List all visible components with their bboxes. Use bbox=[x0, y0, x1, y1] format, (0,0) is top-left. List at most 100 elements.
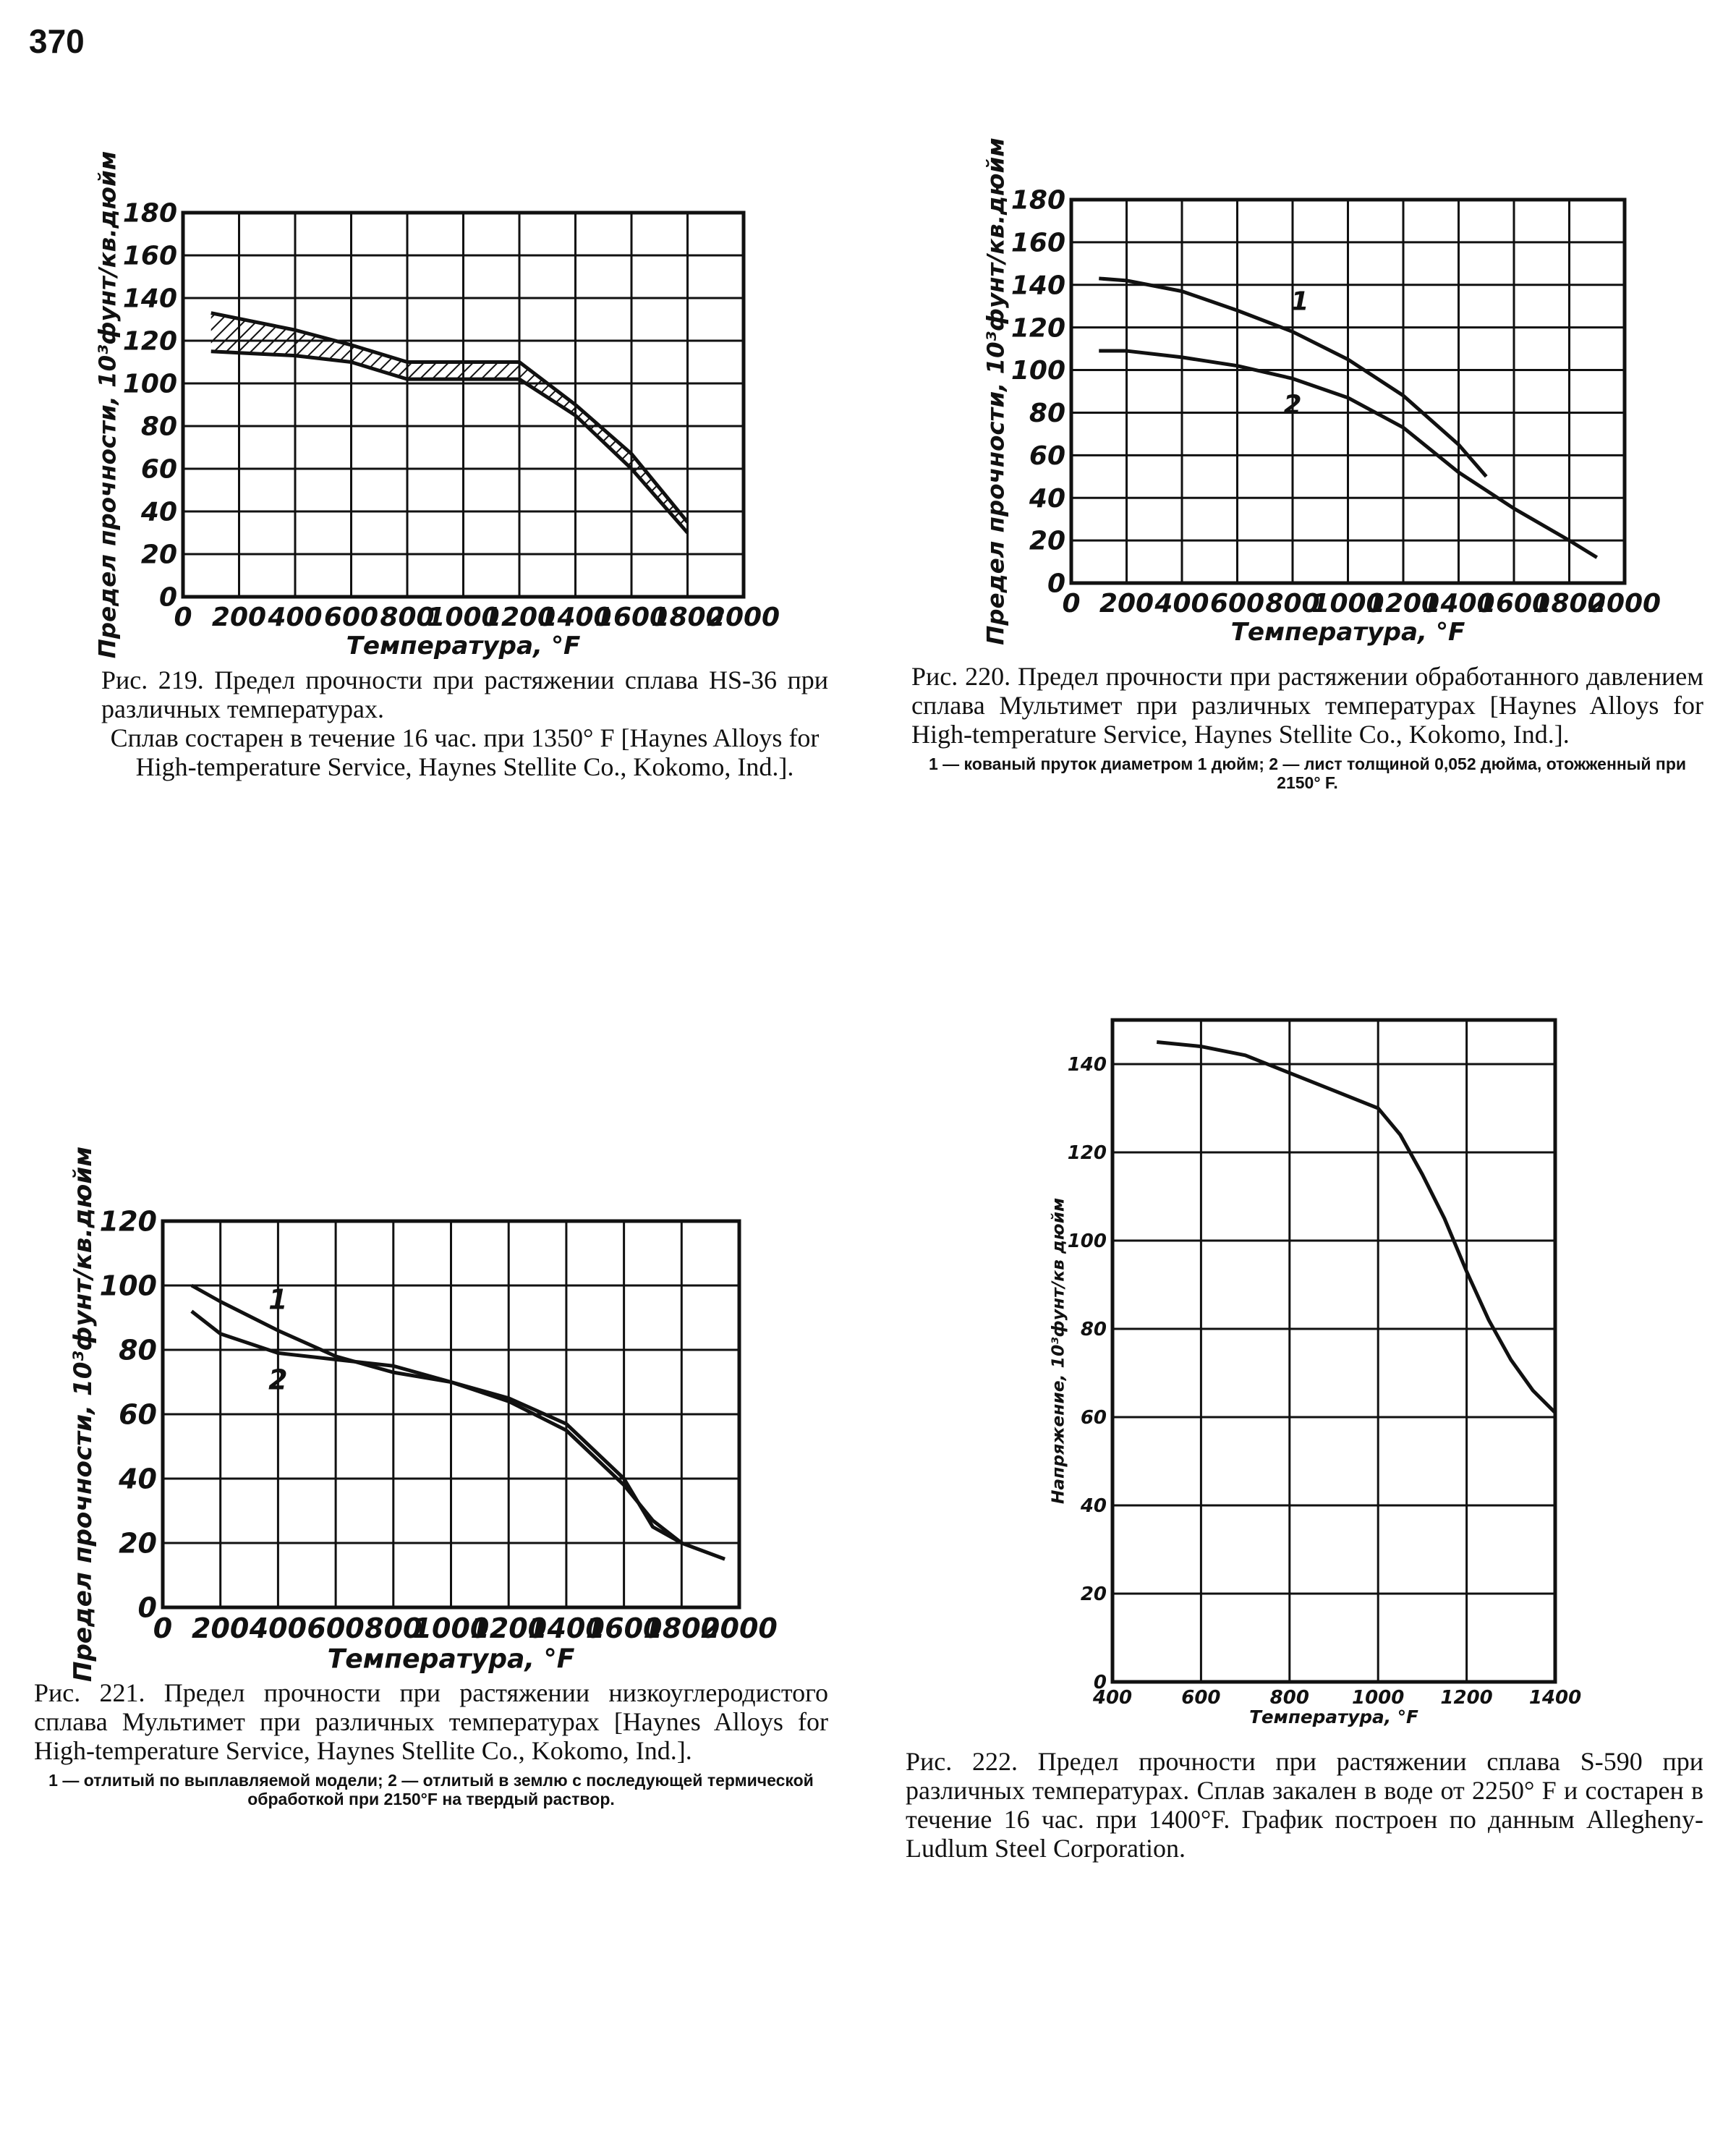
curve-label: 2 bbox=[1283, 390, 1301, 420]
caption: Рис. 220. Предел прочности при растяжени… bbox=[911, 662, 1703, 749]
x-tick-label: 1600 bbox=[1478, 589, 1550, 618]
curve-label: 1 bbox=[268, 1283, 287, 1315]
x-tick-label: 2000 bbox=[707, 603, 780, 632]
curve bbox=[190, 1309, 726, 1561]
y-tick-label: 160 bbox=[123, 242, 177, 271]
y-tick-label: 160 bbox=[1011, 228, 1065, 258]
y-tick-label: 120 bbox=[1068, 1142, 1107, 1164]
x-tick-label: 1800 bbox=[651, 603, 723, 632]
x-axis-title: Температура, °F bbox=[1249, 1706, 1418, 1727]
y-tick-label: 80 bbox=[1081, 1319, 1107, 1340]
x-tick-label: 1800 bbox=[1533, 589, 1605, 618]
x-tick-label: 1400 bbox=[1529, 1687, 1581, 1709]
y-tick-label: 20 bbox=[119, 1527, 157, 1559]
x-tick-label: 0 bbox=[174, 603, 192, 632]
x-tick-label: 2000 bbox=[1588, 589, 1661, 618]
x-tick-label: 1000 bbox=[1352, 1687, 1404, 1709]
y-tick-label: 180 bbox=[1011, 186, 1065, 216]
x-tick-label: 2000 bbox=[701, 1612, 778, 1644]
y-tick-label: 120 bbox=[123, 327, 177, 357]
y-tick-label: 80 bbox=[1029, 399, 1065, 428]
y-tick-label: 60 bbox=[141, 455, 177, 485]
caption-note: 1 — отлитый по выплавляемой модели; 2 — … bbox=[48, 1771, 814, 1808]
y-axis-title: Напряжение, 10³фунт/кв дюйм bbox=[1047, 1198, 1068, 1504]
x-tick-label: 0 bbox=[153, 1612, 172, 1644]
caption-note: Сплав состарен в течение 16 час. при 135… bbox=[110, 723, 820, 781]
x-axis-title: Температура, °F bbox=[1231, 618, 1465, 647]
x-tick-label: 800 bbox=[365, 1612, 422, 1644]
x-tick-label: 600 bbox=[324, 603, 378, 632]
y-tick-label: 20 bbox=[1029, 527, 1065, 556]
y-tick-label: 100 bbox=[100, 1270, 157, 1301]
y-tick-label: 0 bbox=[159, 583, 177, 613]
caption: Рис. 219. Предел прочности при растяжени… bbox=[101, 666, 828, 723]
x-tick-label: 1200 bbox=[1367, 589, 1439, 618]
x-tick-label: 1400 bbox=[528, 1612, 605, 1644]
curve bbox=[210, 311, 689, 524]
y-tick-label: 120 bbox=[100, 1205, 157, 1237]
page-number: 370 bbox=[29, 22, 85, 60]
curve bbox=[1156, 1040, 1557, 1414]
x-tick-label: 400 bbox=[267, 603, 322, 632]
y-tick-label: 60 bbox=[1029, 441, 1065, 471]
x-tick-label: 1400 bbox=[1422, 589, 1494, 618]
y-tick-label: 100 bbox=[1068, 1230, 1107, 1252]
curve-label: 2 bbox=[268, 1364, 287, 1395]
caption-block: Рис. 222. Предел прочности при растяжени… bbox=[906, 1747, 1703, 1863]
y-axis-title: Предел прочности, 10³фунт/кв.дюйм bbox=[982, 137, 1009, 645]
x-tick-label: 1000 bbox=[1311, 589, 1384, 618]
x-tick-label: 600 bbox=[1210, 589, 1264, 618]
y-tick-label: 40 bbox=[118, 1463, 157, 1495]
caption: Рис. 221. Предел прочности при растяжени… bbox=[34, 1678, 828, 1765]
y-tick-label: 140 bbox=[1011, 271, 1065, 300]
y-tick-label: 180 bbox=[123, 199, 177, 229]
x-tick-label: 400 bbox=[1154, 589, 1209, 618]
y-tick-label: 20 bbox=[1081, 1584, 1107, 1605]
caption-block: Рис. 219. Предел прочности при растяжени… bbox=[101, 666, 828, 781]
plot-frame bbox=[181, 211, 746, 599]
y-axis-title: Предел прочности, 10³фунт/кв.дюйм bbox=[69, 1147, 98, 1682]
x-axis-title: Температура, °F bbox=[346, 632, 581, 660]
y-tick-label: 60 bbox=[119, 1398, 157, 1430]
curve bbox=[210, 349, 689, 535]
y-tick-label: 0 bbox=[1047, 569, 1065, 599]
y-tick-label: 100 bbox=[123, 370, 177, 399]
x-tick-label: 1600 bbox=[586, 1612, 663, 1644]
x-tick-label: 400 bbox=[249, 1612, 307, 1644]
y-tick-label: 140 bbox=[123, 284, 177, 314]
y-tick-label: 80 bbox=[119, 1334, 157, 1366]
y-tick-label: 0 bbox=[138, 1591, 157, 1623]
y-tick-label: 0 bbox=[1094, 1672, 1107, 1693]
plot-frame bbox=[1069, 197, 1627, 585]
caption: Рис. 222. Предел прочности при растяжени… bbox=[906, 1747, 1703, 1863]
y-tick-label: 40 bbox=[1029, 484, 1065, 514]
x-tick-label: 200 bbox=[192, 1612, 249, 1644]
plot-frame bbox=[1110, 1018, 1557, 1684]
x-tick-label: 400 bbox=[1092, 1687, 1132, 1709]
band-fill bbox=[210, 313, 688, 533]
x-tick-label: 1000 bbox=[413, 1612, 490, 1644]
caption-block: Рис. 220. Предел прочности при растяжени… bbox=[911, 662, 1703, 792]
plot-frame bbox=[161, 1219, 741, 1610]
caption-note: 1 — кованый пруток диаметром 1 дюйм; 2 —… bbox=[928, 754, 1687, 792]
curve bbox=[1099, 276, 1488, 478]
x-tick-label: 1800 bbox=[643, 1612, 720, 1644]
y-tick-label: 40 bbox=[140, 498, 177, 527]
y-tick-label: 100 bbox=[1011, 356, 1065, 386]
x-tick-label: 1200 bbox=[483, 603, 556, 632]
x-tick-label: 600 bbox=[1181, 1687, 1220, 1709]
x-tick-label: 1200 bbox=[1440, 1687, 1492, 1709]
x-tick-label: 0 bbox=[1062, 589, 1080, 618]
x-tick-label: 200 bbox=[1099, 589, 1154, 618]
y-tick-label: 40 bbox=[1080, 1495, 1107, 1517]
x-tick-label: 800 bbox=[1265, 589, 1319, 618]
x-tick-label: 800 bbox=[380, 603, 434, 632]
x-tick-label: 800 bbox=[1270, 1687, 1309, 1709]
y-axis-title: Предел прочности, 10³фунт/кв.дюйм bbox=[93, 151, 121, 658]
curve-label: 1 bbox=[1290, 287, 1309, 317]
x-tick-label: 1200 bbox=[470, 1612, 547, 1644]
y-tick-label: 140 bbox=[1068, 1054, 1107, 1076]
x-axis-title: Температура, °F bbox=[328, 1644, 575, 1675]
